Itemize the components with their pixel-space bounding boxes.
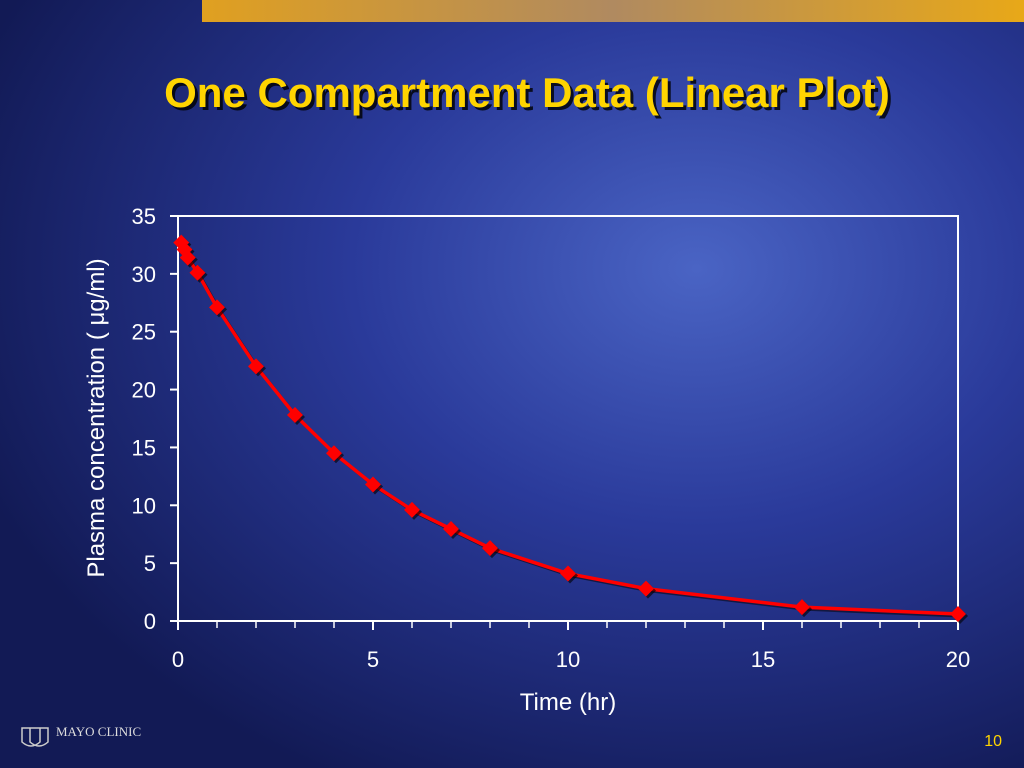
chart-title: One Compartment Data (Linear Plot) [164, 69, 890, 116]
x-tick-label: 15 [751, 647, 775, 672]
data-point [443, 521, 459, 538]
data-line [179, 241, 959, 616]
y-tick-label: 0 [144, 609, 156, 634]
x-tick-label: 20 [946, 647, 970, 672]
data-point [560, 565, 576, 582]
title-shadow: One Compartment Data (Linear Plot) [167, 72, 893, 119]
y-tick-label: 15 [132, 435, 156, 460]
logo: MAYO CLINIC [21, 724, 141, 747]
data-point [209, 299, 225, 316]
y-tick-label: 20 [132, 378, 156, 403]
x-tick-label: 5 [367, 647, 379, 672]
top-bar [202, 0, 1024, 22]
data-point [638, 580, 654, 597]
y-tick-label: 10 [132, 493, 156, 518]
logo-text: MAYO CLINIC [56, 724, 141, 739]
data-point [189, 264, 206, 281]
data-point [248, 358, 264, 375]
y-axis-label: Plasma concentration ( μg/ml) [83, 258, 110, 577]
x-axis-label: Time (hr) [520, 689, 616, 716]
y-tick-label: 35 [132, 204, 156, 229]
data-point [179, 249, 196, 266]
data-point [404, 501, 420, 518]
data-point [365, 476, 381, 493]
x-tick-label: 0 [172, 647, 184, 672]
logo-shield [21, 727, 49, 747]
data-point [794, 599, 810, 616]
y-tick-label: 5 [144, 551, 156, 576]
y-tick-label: 30 [132, 262, 156, 287]
data-point [287, 407, 303, 424]
page-number: 10 [984, 733, 1002, 750]
x-tick-label: 10 [556, 647, 580, 672]
y-tick-label: 25 [132, 320, 156, 345]
data-point [950, 606, 966, 623]
data-point [482, 540, 498, 557]
data-point [326, 445, 342, 462]
